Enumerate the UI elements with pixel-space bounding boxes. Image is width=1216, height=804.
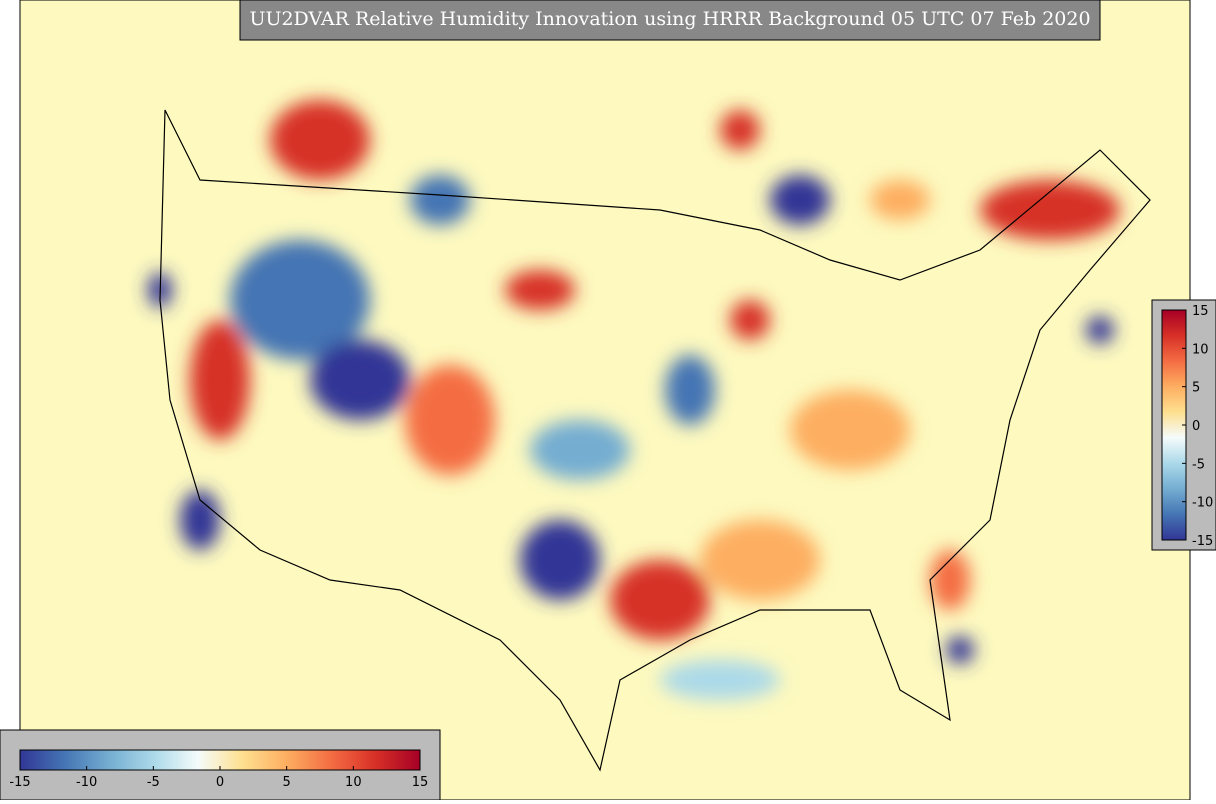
title-box [239,0,1101,41]
colorbar-tick-label: 0 [1192,419,1200,434]
colorbar-tick-label: 10 [345,775,362,790]
colorbar-tick-label: -10 [1192,496,1213,511]
colorbar-tick-label: -10 [76,775,97,790]
colorbar-tick-label: -5 [147,775,160,790]
colorbar-tick-label: -5 [1192,457,1205,472]
title: UU2DVAR Relative Humidity Innovation usi… [249,8,1090,30]
colorbar-tick-label: 15 [412,775,429,790]
colorbar-tick-label: -15 [9,775,30,790]
colorbar-tick-label: 10 [1192,342,1209,357]
colorbar-tick-label: -15 [1192,534,1213,549]
colorbar-tick-label: 5 [283,775,291,790]
coastline [159,109,1151,772]
colorbar-tick-label: 15 [1192,304,1209,319]
colorbar-tick-label: 0 [216,775,224,790]
humidity-field [148,100,1120,700]
colorbar-tick-label: 5 [1192,381,1200,396]
